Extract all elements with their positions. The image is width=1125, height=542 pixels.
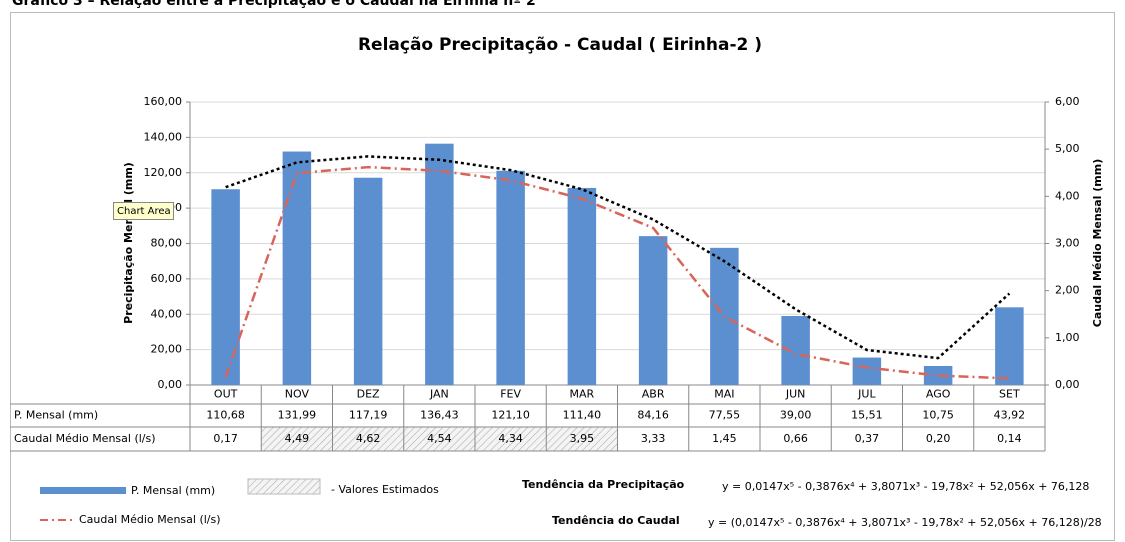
- bar: [211, 189, 240, 385]
- x-tick-label: JUN: [785, 388, 806, 401]
- table-cell: 4,62: [356, 432, 381, 445]
- table-cell: 0,66: [783, 432, 808, 445]
- table-cell: 4,49: [285, 432, 310, 445]
- x-tick-label: ABR: [642, 388, 665, 401]
- table-cell: 39,00: [780, 409, 812, 422]
- x-tick-label: NOV: [285, 388, 310, 401]
- bar: [995, 307, 1024, 385]
- y-tick-label: 120,00: [144, 166, 183, 179]
- bar: [567, 187, 597, 385]
- x-tick-label: JUL: [857, 388, 876, 401]
- bar: [282, 151, 312, 385]
- trend-line: [225, 155, 1011, 360]
- y2-tick-label: 2,00: [1055, 284, 1080, 297]
- estimated-cell: [475, 427, 547, 451]
- x-tick-label: JAN: [429, 388, 449, 401]
- table-cell: 0,17: [213, 432, 238, 445]
- legend-label: P. Mensal (mm): [131, 484, 215, 497]
- table-cell: 121,10: [491, 409, 530, 422]
- legend-label: Tendência da Precipitação: [522, 478, 685, 491]
- tooltip: Chart Area: [113, 202, 174, 220]
- table-cell: 3,33: [641, 432, 666, 445]
- estimated-cell: [261, 427, 333, 451]
- table-cell: 77,55: [709, 409, 741, 422]
- table-cell: 111,40: [563, 409, 602, 422]
- table-cell: 0,20: [926, 432, 951, 445]
- chart-title: Relação Precipitação - Caudal ( Eirinha-…: [358, 35, 762, 55]
- table-cell: 15,51: [851, 409, 883, 422]
- y2-axis-label: Caudal Médio Mensal (mm): [1091, 159, 1104, 327]
- legend-hatch: [247, 478, 321, 495]
- trend-equation: y = 0,0147x⁵ - 0,3876x⁴ + 3,8071x³ - 19,…: [722, 480, 1089, 493]
- table-row-label: Caudal Médio Mensal (l/s): [14, 432, 156, 445]
- chart-area: [10, 12, 1115, 541]
- table-cell: 131,99: [278, 409, 317, 422]
- estimated-cell: [332, 427, 404, 451]
- table-cell: 84,16: [637, 409, 669, 422]
- y-tick-label: 140,00: [144, 130, 183, 143]
- y2-tick-label: 6,00: [1055, 95, 1080, 108]
- table-cell: 43,92: [994, 409, 1026, 422]
- y-tick-label: 80,00: [151, 237, 183, 250]
- table-cell: 117,19: [349, 409, 388, 422]
- bar: [638, 236, 668, 385]
- x-tick-label: AGO: [926, 388, 951, 401]
- x-tick-label: FEV: [500, 388, 521, 401]
- bar: [923, 365, 953, 385]
- legend-label: Caudal Médio Mensal (l/s): [79, 513, 221, 526]
- caption: Gráfico 3 – Relação entre a Precipitação…: [12, 0, 536, 9]
- table-cell: 110,68: [206, 409, 245, 422]
- caudal-line: [224, 165, 1010, 380]
- y-tick-label: 20,00: [151, 343, 183, 356]
- x-tick-label: SET: [999, 388, 1020, 401]
- bar: [496, 170, 525, 385]
- x-tick-label: DEZ: [357, 388, 380, 401]
- y-axis-label: Precipitação Mensal (mm): [122, 162, 135, 324]
- bar: [852, 357, 882, 385]
- bar: [781, 316, 810, 385]
- y2-tick-label: 1,00: [1055, 331, 1080, 344]
- estimated-cell: [403, 427, 475, 451]
- table-cell: 4,54: [427, 432, 452, 445]
- y2-tick-label: 4,00: [1055, 189, 1080, 202]
- table-cell: 0,14: [997, 432, 1022, 445]
- table-cell: 10,75: [922, 409, 954, 422]
- table-cell: 4,34: [498, 432, 523, 445]
- x-tick-label: MAI: [714, 388, 734, 401]
- y2-tick-label: 0,00: [1055, 378, 1080, 391]
- estimated-cell: [546, 427, 618, 451]
- x-tick-label: MAR: [570, 388, 595, 401]
- x-tick-label: OUT: [214, 388, 238, 401]
- tooltip-text: Chart Area: [117, 206, 171, 217]
- table-cell: 136,43: [420, 409, 459, 422]
- table-cell: 0,37: [855, 432, 880, 445]
- y2-tick-label: 5,00: [1055, 142, 1080, 155]
- bar: [353, 177, 383, 385]
- table-cell: 1,45: [712, 432, 737, 445]
- y-tick-label: 0,00: [158, 378, 183, 391]
- y-tick-label: 60,00: [151, 272, 183, 285]
- legend-swatch: [40, 487, 126, 494]
- y-tick-label: 40,00: [151, 307, 183, 320]
- table-cell: 3,95: [570, 432, 595, 445]
- tooltip-box: [113, 202, 174, 220]
- table-row-label: P. Mensal (mm): [14, 409, 98, 422]
- legend-label: Tendência do Caudal: [552, 514, 680, 527]
- legend-label: - Valores Estimados: [331, 483, 439, 496]
- y-tick-label: 160,00: [144, 95, 183, 108]
- bar: [425, 143, 454, 385]
- trend-equation: y = (0,0147x⁵ - 0,3876x⁴ + 3,8071x³ - 19…: [708, 516, 1102, 529]
- y2-tick-label: 3,00: [1055, 237, 1080, 250]
